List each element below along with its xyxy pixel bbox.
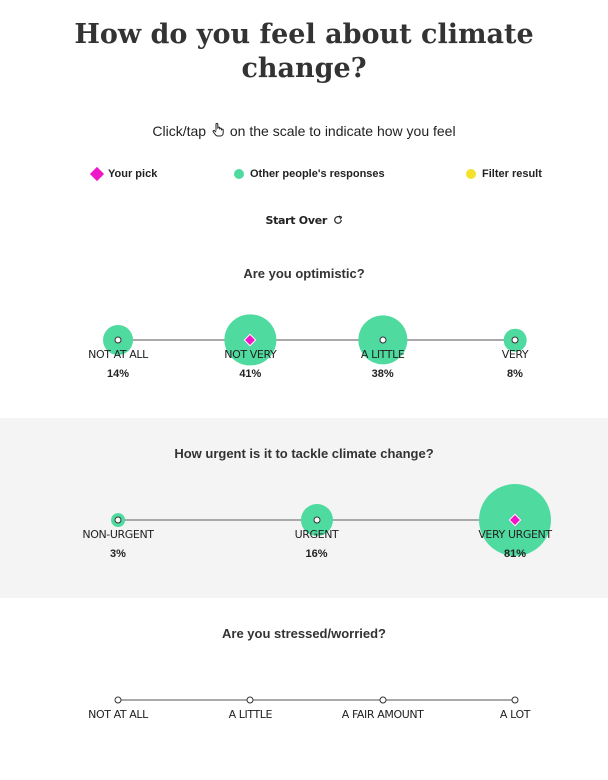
option-percentage: 16% [305, 548, 328, 560]
option-label[interactable]: NOT AT ALL [88, 348, 148, 361]
option-label[interactable]: VERY URGENT [478, 528, 552, 541]
scale-point[interactable] [379, 696, 387, 704]
option-label[interactable]: NOT AT ALL [88, 708, 148, 721]
pointer-hand-icon [212, 123, 224, 137]
option-label[interactable]: A LITTLE [228, 708, 273, 721]
question-title: How urgent is it to tackle climate chang… [174, 446, 434, 461]
legend-item-others: Other people's responses [234, 166, 385, 182]
filter-dot-icon [466, 169, 476, 179]
scale-point[interactable] [313, 516, 320, 524]
refresh-icon [333, 215, 342, 224]
option-label[interactable]: A FAIR AMOUNT [341, 708, 424, 721]
legend-others-label: Other people's responses [250, 168, 385, 180]
page-title-line-2: change? [241, 53, 367, 84]
scale-point[interactable] [246, 696, 254, 704]
scale-line [118, 699, 515, 701]
option-percentage: 41% [239, 368, 262, 380]
question-title: Are you stressed/worried? [222, 626, 386, 641]
scale-point[interactable] [511, 696, 519, 704]
option-label[interactable]: VERY [501, 348, 529, 361]
page-title: How do you feel about climate change? [0, 18, 608, 86]
option-percentage: 8% [507, 368, 523, 380]
option-label[interactable]: NON-URGENT [82, 528, 154, 541]
question-section-urgency: How urgent is it to tackle climate chang… [0, 418, 608, 598]
scale-point[interactable] [379, 336, 387, 344]
option-percentage: 38% [371, 368, 394, 380]
legend-item-pick: Your pick [89, 166, 158, 182]
start-over-label: Start Over [265, 214, 327, 227]
option-percentage: 14% [106, 368, 130, 380]
scale-point[interactable] [114, 696, 122, 704]
option-percentage: 3% [110, 548, 126, 560]
legend-filter-label: Filter result [482, 168, 542, 180]
option-label[interactable]: A LOT [499, 708, 531, 721]
others-dot-icon [234, 169, 244, 179]
question-title: Are you optimistic? [243, 266, 365, 281]
legend-pick-label: Your pick [108, 168, 158, 180]
instruction-before: Click/tap [152, 123, 207, 139]
start-over-button[interactable]: Start Over [0, 214, 608, 227]
option-percentage: 81% [503, 548, 527, 560]
option-label[interactable]: NOT VERY [224, 348, 277, 361]
option-label[interactable]: A LITTLE [360, 348, 405, 361]
legend: Your pick Other people's responses Filte… [0, 166, 608, 184]
legend-item-filter: Filter result [466, 166, 542, 182]
scale-point[interactable] [114, 516, 122, 524]
pick-diamond-icon [89, 166, 105, 182]
scale-point[interactable] [114, 336, 122, 344]
instruction-text: Click/tap on the scale to indicate how y… [0, 123, 608, 139]
scale-point[interactable] [511, 336, 519, 344]
page-title-line-1: How do you feel about climate [74, 19, 534, 50]
question-section-optimistic: Are you optimistic? NOT AT ALL 14% NOT VER… [0, 258, 608, 416]
question-section-stressed: Are you stressed/worried? NOT AT ALL A LI… [0, 598, 608, 780]
option-label[interactable]: URGENT [294, 528, 339, 541]
instruction-after: on the scale to indicate how you feel [229, 123, 456, 139]
scale-line [118, 339, 515, 341]
